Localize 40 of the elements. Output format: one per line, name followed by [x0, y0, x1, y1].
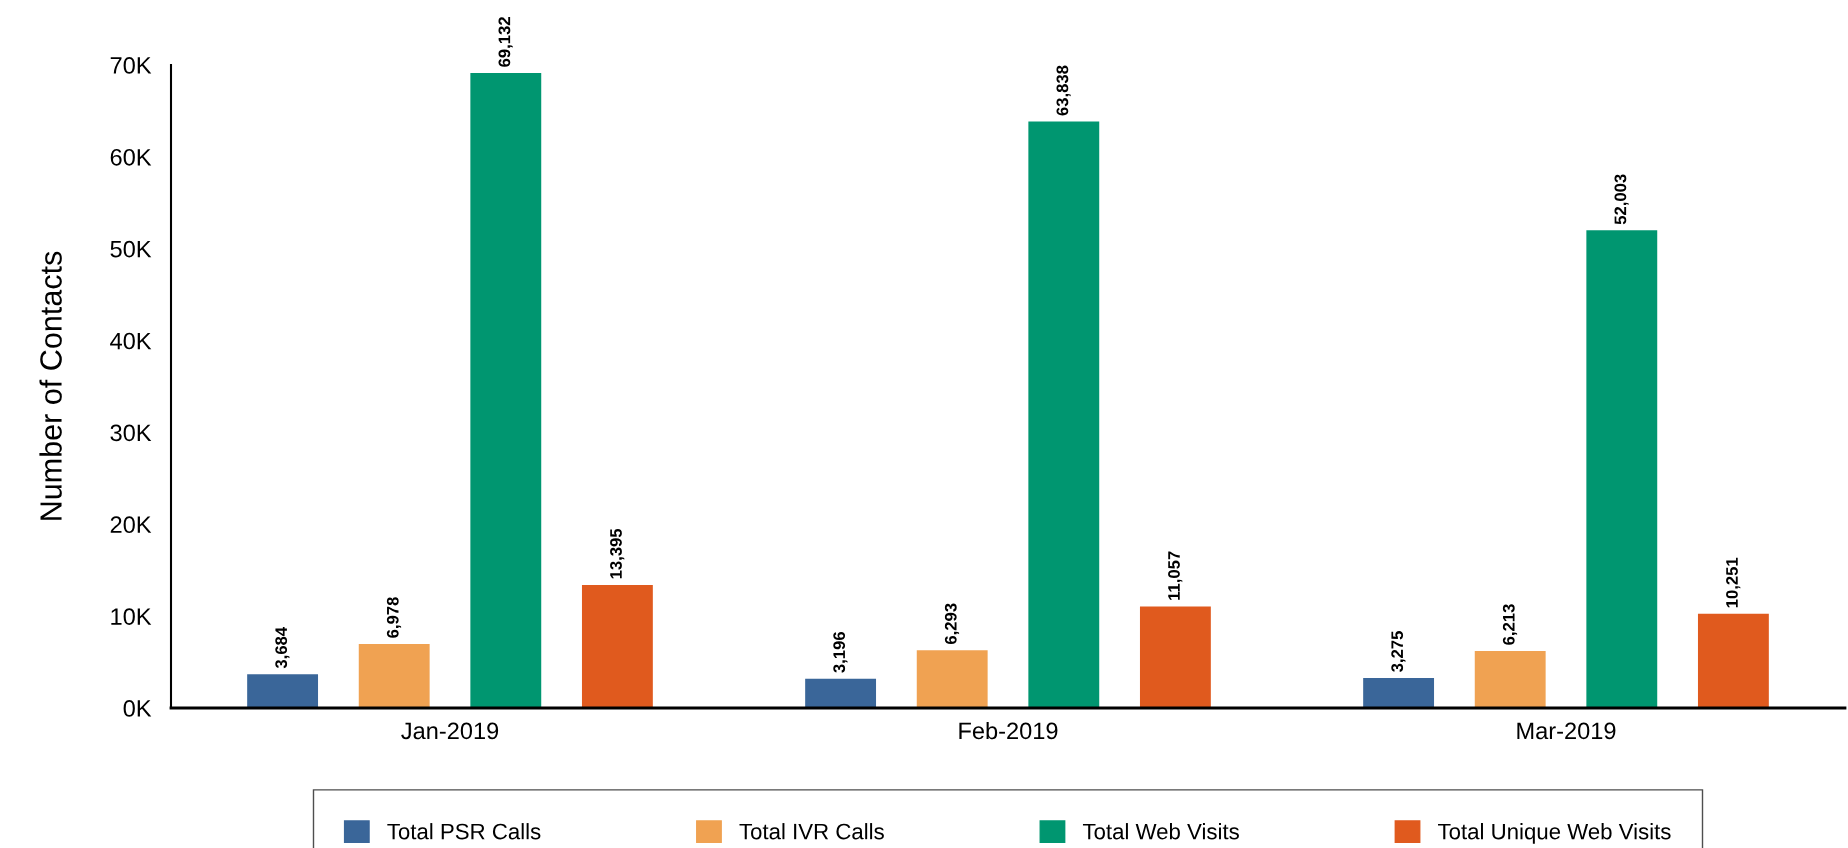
bar — [581, 584, 653, 708]
y-tick-label: 20K — [110, 516, 152, 534]
text: 3,275 — [1391, 631, 1406, 672]
y-tick-label: 50K — [110, 240, 152, 258]
bar — [358, 643, 430, 708]
bar — [1474, 650, 1546, 708]
y-tick-label: 0K — [123, 700, 152, 717]
legend-label: Total IVR Calls — [739, 823, 884, 840]
text: 11,057 — [1168, 551, 1183, 600]
x-tick-label: Jan-2019 — [401, 722, 499, 740]
text: 3,196 — [833, 631, 848, 673]
bar — [1139, 606, 1211, 708]
y-axis-title: Number of Contacts — [39, 251, 62, 520]
bar — [805, 678, 877, 708]
y-tick-label: 10K — [111, 608, 152, 625]
text: 3,684 — [275, 626, 290, 669]
bar — [1363, 677, 1435, 708]
text: 10,251 — [1726, 557, 1741, 608]
text: 52,003 — [1614, 174, 1629, 225]
bar — [916, 650, 988, 708]
text: 69,132 — [498, 17, 513, 67]
bar — [1028, 121, 1100, 708]
legend-label: Total Unique Web Visits — [1438, 823, 1671, 844]
text: 6,978 — [386, 597, 402, 638]
text: 63,838 — [1056, 65, 1071, 116]
text: 6,213 — [1502, 604, 1518, 645]
bar — [247, 674, 319, 708]
y-tick-label: 40K — [110, 332, 152, 350]
legend-label: Total PSR Calls — [387, 823, 541, 840]
x-tick-label: Mar-2019 — [1517, 722, 1616, 740]
bar — [1697, 613, 1769, 708]
text: 13,395 — [610, 528, 625, 579]
bar — [470, 72, 542, 708]
y-tick-label: 60K — [110, 148, 152, 166]
bar — [1586, 230, 1658, 708]
text: 6,293 — [944, 603, 960, 645]
x-tick-label: Feb-2019 — [959, 721, 1058, 740]
legend-label: Total Web Visits — [1082, 823, 1239, 840]
y-tick-label: 30K — [110, 424, 152, 442]
y-tick-label: 70K — [110, 57, 152, 74]
